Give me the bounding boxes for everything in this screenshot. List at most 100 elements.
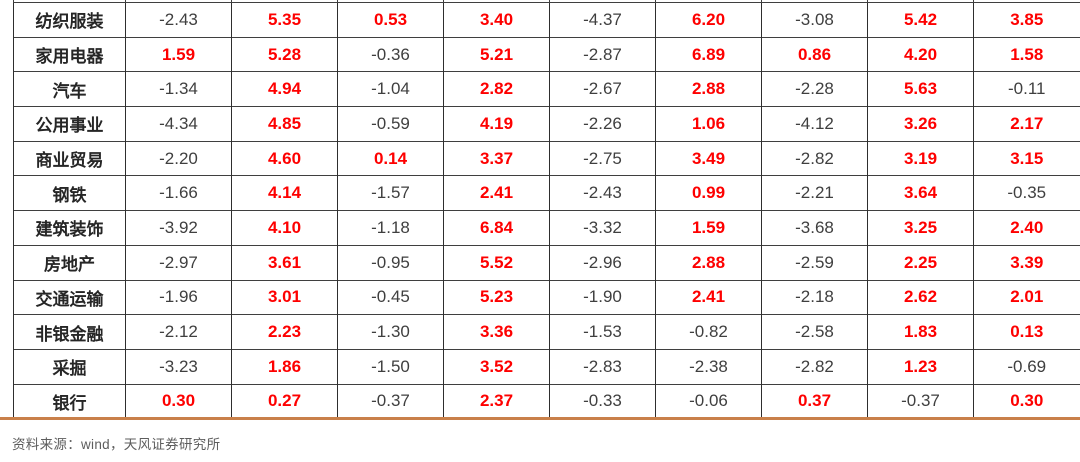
value-cell: -1.53: [549, 314, 656, 350]
grid-line-stub: [13, 0, 14, 2]
table-row: 房地产 -2.97 3.61 -0.95 5.52 -2.96 2.88 -2.59 2.25 3…: [13, 244, 1080, 280]
table-row: 公用事业 -4.34 4.85 -0.59 4.19 -2.26 1.06 -4.12 3.26…: [13, 106, 1080, 142]
value-cell: 2.88: [655, 71, 762, 107]
value-cell: -1.57: [337, 175, 444, 211]
table-row: 采掘 -3.23 1.86 -1.50 3.52 -2.83 -2.38 -2.82 1.23-…: [13, 348, 1080, 385]
value-cell: 3.15: [973, 140, 1080, 176]
value-cell: 3.39: [973, 244, 1080, 280]
value-cell: 0.14: [337, 140, 444, 176]
value-cell: -2.43: [549, 175, 656, 211]
sector-name-cell: 公用事业: [13, 106, 126, 142]
sector-performance-table: 纺织服装 -2.43 5.35 0.53 3.40 -4.37 6.20 -3.08 5.42 3…: [13, 2, 1080, 419]
value-cell: -2.83: [549, 348, 656, 385]
grid-line-stub: [125, 0, 126, 2]
value-cell: 3.52: [443, 348, 550, 385]
value-cell: -2.67: [549, 71, 656, 107]
value-cell: -0.69: [973, 348, 1080, 385]
value-cell: -3.92: [125, 210, 232, 246]
sector-name-cell: 采掘: [13, 348, 126, 385]
value-cell: -0.82: [655, 314, 762, 350]
value-cell: -2.97: [125, 244, 232, 280]
value-cell: -1.66: [125, 175, 232, 211]
value-cell: 3.19: [867, 140, 974, 176]
table-row: 银行 0.30 0.27 -0.37 2.37 -0.33 -0.06 0.37 -0.37 0.…: [13, 383, 1080, 419]
value-cell: 0.86: [761, 36, 868, 72]
value-cell: 2.41: [443, 175, 550, 211]
grid-line-stub: [337, 0, 338, 2]
value-cell: -1.50: [337, 348, 444, 385]
value-cell: 3.61: [231, 244, 338, 280]
value-cell: 0.99: [655, 175, 762, 211]
grid-line-stub: [443, 0, 444, 2]
table-row: 钢铁 -1.66 4.14 -1.57 2.41 -2.43 0.99 -2.21 3.64 -0…: [13, 175, 1080, 211]
table-row: 非银金融 -2.12 2.23 -1.30 3.36 -1.53 -0.82 -2.58 1.8…: [13, 314, 1080, 350]
value-cell: 1.58: [973, 36, 1080, 72]
value-cell: 1.06: [655, 106, 762, 142]
value-cell: -1.18: [337, 210, 444, 246]
value-cell: -2.96: [549, 244, 656, 280]
value-cell: -0.33: [549, 383, 656, 419]
value-cell: 5.42: [867, 2, 974, 38]
value-cell: -2.87: [549, 36, 656, 72]
value-cell: 3.37: [443, 140, 550, 176]
value-cell: 4.20: [867, 36, 974, 72]
sector-name-cell: 交通运输: [13, 279, 126, 315]
sector-name-cell: 钢铁: [13, 175, 126, 211]
sector-name-cell: 房地产: [13, 244, 126, 280]
value-cell: 2.23: [231, 314, 338, 350]
sector-name-cell: 纺织服装: [13, 2, 126, 38]
sector-name-cell: 商业贸易: [13, 140, 126, 176]
value-cell: -0.37: [337, 383, 444, 419]
value-cell: 3.25: [867, 210, 974, 246]
value-cell: -0.37: [867, 383, 974, 419]
value-cell: -0.06: [655, 383, 762, 419]
value-cell: -3.32: [549, 210, 656, 246]
value-cell: -2.59: [761, 244, 868, 280]
value-cell: 0.30: [125, 383, 232, 419]
grid-line-stub: [761, 0, 762, 2]
value-cell: -2.58: [761, 314, 868, 350]
value-cell: 3.64: [867, 175, 974, 211]
grid-line-stub: [867, 0, 868, 2]
value-cell: 3.85: [973, 2, 1080, 38]
value-cell: -2.43: [125, 2, 232, 38]
value-cell: 4.60: [231, 140, 338, 176]
value-cell: 2.25: [867, 244, 974, 280]
source-note: 资料来源：wind，天风证券研究所: [12, 437, 221, 452]
grid-line-stub: [973, 0, 974, 2]
value-cell: 0.30: [973, 383, 1080, 419]
value-cell: -3.23: [125, 348, 232, 385]
value-cell: -0.11: [973, 71, 1080, 107]
value-cell: 1.23: [867, 348, 974, 385]
value-cell: -2.20: [125, 140, 232, 176]
value-cell: -3.68: [761, 210, 868, 246]
value-cell: -1.04: [337, 71, 444, 107]
value-cell: 3.26: [867, 106, 974, 142]
value-cell: 3.49: [655, 140, 762, 176]
grid-line-stub: [549, 0, 550, 2]
value-cell: 1.59: [655, 210, 762, 246]
value-cell: -2.75: [549, 140, 656, 176]
sector-name-cell: 家用电器: [13, 36, 126, 72]
grid-line-stub: [231, 0, 232, 2]
value-cell: 2.88: [655, 244, 762, 280]
value-cell: 5.52: [443, 244, 550, 280]
sector-name-cell: 建筑装饰: [13, 210, 126, 246]
value-cell: 1.86: [231, 348, 338, 385]
value-cell: 0.53: [337, 2, 444, 38]
value-cell: -0.95: [337, 244, 444, 280]
value-cell: 5.21: [443, 36, 550, 72]
value-cell: 5.35: [231, 2, 338, 38]
value-cell: 3.40: [443, 2, 550, 38]
grid-line-stub: [655, 0, 656, 2]
value-cell: 1.83: [867, 314, 974, 350]
value-cell: 0.37: [761, 383, 868, 419]
table-bottom-accent-rule: [0, 417, 1080, 420]
table-row: 建筑装饰 -3.92 4.10 -1.18 6.84 -3.32 1.59 -3.68 3.25…: [13, 210, 1080, 246]
value-cell: -0.36: [337, 36, 444, 72]
value-cell: 2.41: [655, 279, 762, 315]
value-cell: 2.37: [443, 383, 550, 419]
value-cell: -2.82: [761, 140, 868, 176]
value-cell: 2.62: [867, 279, 974, 315]
